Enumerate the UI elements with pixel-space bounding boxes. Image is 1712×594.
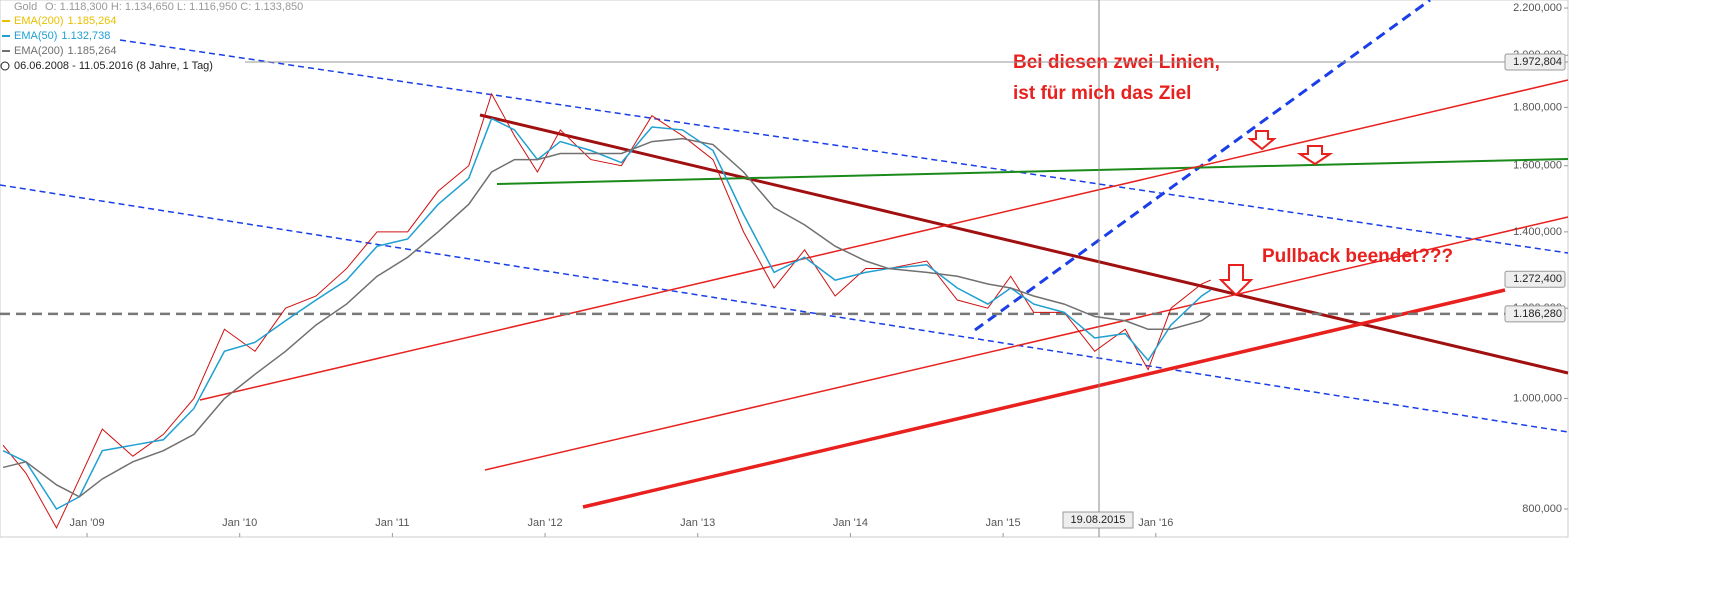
arrows: [1218, 130, 1334, 297]
price-box: [1504, 270, 1566, 288]
x-tick-label: Jan '12: [527, 517, 562, 529]
price-label: 1.272,400: [1513, 273, 1562, 285]
legend-name: EMA(200): [14, 15, 64, 27]
legend-name: EMA(50): [14, 30, 57, 42]
trend-line: [479, 113, 1569, 375]
x-tick-label: Jan '11: [375, 517, 409, 529]
arrow: [1218, 264, 1254, 297]
trend-line: [484, 216, 1569, 471]
x-tick-label: Jan '10: [222, 517, 257, 529]
series-line: [2, 92, 1211, 530]
trend-line: [582, 288, 1506, 509]
header-name: Gold: [14, 1, 37, 13]
x-tick-label: Jan '09: [69, 517, 104, 529]
plot-area: [0, 0, 1569, 538]
y-tick-label: 1.000,000: [1513, 392, 1562, 404]
legend-name: EMA(200): [14, 45, 64, 57]
arrow: [1247, 130, 1277, 151]
price-box: [1504, 305, 1566, 323]
trend-line: [199, 79, 1569, 401]
date-range: 06.06.2008 - 11.05.2016 (8 Jahre, 1 Tag): [14, 60, 213, 72]
legend-value: 1.185,264: [68, 15, 117, 27]
series-line: [2, 137, 1212, 498]
legend-value: 1.132,738: [61, 30, 110, 42]
y-tick-label: 1.800,000: [1513, 101, 1562, 113]
clock-icon: [0, 61, 10, 71]
annotation: Pullback beendet???: [1262, 246, 1453, 267]
y-tick-label: 2.200,000: [1513, 2, 1562, 14]
trend-line: [496, 158, 1569, 185]
trend-line: [119, 39, 1569, 254]
trend-line: [0, 184, 1569, 433]
y-tick-label: 1.400,000: [1513, 226, 1562, 238]
x-tick-label: Jan '13: [680, 517, 715, 529]
crosshair-box: [1062, 511, 1134, 529]
series-line: [2, 117, 1212, 510]
y-tick-label: 800,000: [1522, 503, 1562, 515]
header-ohlc: O: 1.118,300 H: 1.134,650 L: 1.116,950 C…: [45, 1, 303, 13]
annotation: ist für mich das Ziel: [1013, 83, 1191, 104]
legend-value: 1.185,264: [68, 45, 117, 57]
x-tick-label: Jan '14: [833, 517, 868, 529]
trend-lines: [0, 0, 1569, 537]
price-label: 1.186,280: [1513, 308, 1562, 320]
price-box: [1504, 53, 1566, 71]
arrow: [1296, 145, 1334, 166]
crosshair-label: 19.08.2015: [1070, 514, 1125, 526]
price-label: 1.972,804: [1513, 56, 1562, 68]
x-tick-label: Jan '16: [1138, 517, 1173, 529]
x-tick-label: Jan '15: [986, 517, 1021, 529]
y-tick-label: 1.600,000: [1513, 160, 1562, 172]
